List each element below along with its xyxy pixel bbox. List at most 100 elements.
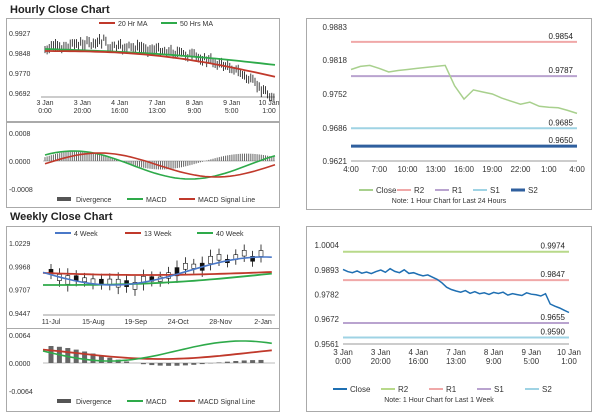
divergence-bar (216, 362, 222, 363)
pivot-label-s2: 0.9590 (541, 328, 566, 337)
legend-label: MACD (146, 197, 167, 204)
hourly-section-title: Hourly Close Chart (10, 4, 110, 16)
hourly-macd-chart: 0.0008 0.0000 -0.0008 Divergence MACD MACD Si… (9, 131, 276, 204)
legend-label-s2: S2 (542, 385, 552, 394)
x-tick-label: 7 Jan 13:00 (148, 100, 166, 115)
x-tick-label: 19:00 (482, 165, 503, 174)
legend-label-close: Close (376, 186, 397, 195)
legend-label-r1: R1 (446, 385, 457, 394)
y-tick-label: 0.9561 (315, 340, 340, 349)
legend-label: 50 Hrs MA (180, 21, 213, 28)
ma50-line (44, 48, 276, 66)
legend-label-close: Close (350, 385, 371, 394)
macd-line (44, 150, 276, 180)
x-tick-label: 4 Jan 16:00 (408, 348, 429, 366)
ma40-week-line (43, 272, 272, 286)
pivot-label-s1: 0.9655 (541, 313, 566, 322)
y-tick-label: 0.0000 (9, 159, 31, 166)
x-tick-label: 2-Jan (254, 319, 272, 326)
candle-body (241, 250, 247, 257)
macd-line (42, 340, 272, 362)
divergence-bar (233, 360, 239, 363)
x-tick-label: 3 Jan 0:00 (36, 100, 53, 115)
pivot-label-r2: 0.9974 (541, 242, 566, 251)
x-tick-label: 3 Jan 20:00 (74, 100, 92, 115)
chart-note: Note: 1 Hour Chart for Last 1 Week (384, 397, 494, 404)
y-tick-label: -0.0008 (9, 187, 33, 194)
x-tick-label: 9 Jan 5:00 (522, 348, 542, 366)
ma20-line (45, 50, 276, 78)
y-tick-label: 0.9893 (315, 266, 340, 275)
x-tick-label: 8 Jan 9:00 (484, 348, 504, 366)
hourly-price-panel: 20 Hr MA 50 Hrs MA 0.9927 0.9848 0.9770 0.969… (6, 18, 280, 122)
divergence-bar (98, 355, 104, 363)
legend-label: Divergence (76, 399, 112, 406)
divergence-bar (149, 363, 155, 366)
x-tick-label: 28-Nov (209, 319, 232, 326)
x-tick-label: 7:00 (371, 165, 387, 174)
weekly-price-chart: 4 Week 13 Week 40 Week 1.0229 0.9968 0.9707 0.… (9, 231, 275, 326)
x-tick-label: 24-Oct (168, 319, 189, 326)
candle-body (82, 277, 87, 282)
candle-body (174, 267, 180, 277)
candle-body (208, 255, 213, 264)
divergence-bar (73, 349, 79, 363)
legend-label-r2: R2 (414, 186, 425, 195)
close-series-line (342, 267, 570, 314)
legend-label: 40 Week (216, 231, 244, 238)
y-tick-label: 0.9447 (9, 311, 31, 318)
y-tick-label: 0.9927 (9, 31, 31, 38)
y-tick-label: 0.9968 (9, 264, 31, 271)
legend-label-r1: R1 (452, 186, 463, 195)
macd-signal-line (42, 348, 272, 360)
x-tick-label: 4:00 (569, 165, 585, 174)
legend-label: MACD Signal Line (198, 197, 255, 204)
divergence-bar (140, 363, 146, 365)
candle-body (191, 263, 197, 269)
x-tick-label: 4 Jan 16:00 (111, 100, 129, 115)
x-tick-label: 3 Jan 20:00 (371, 348, 392, 366)
y-tick-label: 0.0000 (9, 361, 31, 368)
legend-label: Divergence (76, 197, 112, 204)
divergence-bar (199, 363, 205, 365)
y-tick-label: 1.0229 (9, 241, 31, 248)
x-tick-label: 3 Jan 0:00 (333, 348, 353, 366)
y-tick-label: 0.0064 (9, 333, 31, 340)
x-tick-label: 15-Aug (82, 319, 105, 326)
divergence-bar (124, 361, 130, 363)
y-tick-label: 0.9752 (323, 90, 348, 99)
y-tick-label: 0.9883 (323, 23, 348, 32)
divergence-bar (182, 363, 188, 366)
candle-body (99, 278, 104, 285)
weekly-macd-chart: 0.0064 0.0000 -0.0064 Divergence MACD MACD Si… (9, 333, 275, 406)
divergence-bar (65, 348, 71, 363)
x-tick-label: 1:00 (541, 165, 557, 174)
y-tick-label: 0.9782 (315, 291, 340, 300)
pivot-label-s1: 0.9685 (549, 118, 574, 127)
x-tick-label: 10:00 (397, 165, 418, 174)
y-tick-label: 0.0008 (9, 131, 31, 138)
pivot-label-s2: 0.9650 (549, 136, 574, 145)
x-tick-label: 11-Jul (42, 319, 61, 326)
legend-label-r2: R2 (398, 385, 409, 394)
y-tick-label: -0.0064 (9, 389, 33, 396)
chart-note: Note: 1 Hour Chart for Last 24 Hours (392, 198, 507, 205)
divergence-bar (157, 363, 163, 366)
x-tick-label: 13:00 (426, 165, 447, 174)
divergence-bar (258, 359, 264, 363)
y-tick-label: 0.9621 (323, 157, 348, 166)
divergence-bar (224, 361, 230, 363)
x-tick-label: 4:00 (343, 165, 359, 174)
ma4-week-line (42, 256, 272, 286)
y-tick-label: 0.9672 (315, 315, 340, 324)
legend-label: 13 Week (144, 231, 172, 238)
close-series-line (350, 64, 578, 115)
x-tick-label: 10 Jan 1:00 (258, 100, 279, 115)
macd-signal-line (44, 152, 276, 178)
legend-label-s2: S2 (528, 186, 538, 195)
x-tick-label: 22:00 (510, 165, 531, 174)
weekly-macd-panel: 0.0064 0.0000 -0.0064 Divergence MACD MACD Si… (6, 328, 280, 412)
legend-label: MACD (146, 399, 167, 406)
divergence-bar (90, 353, 96, 363)
legend-label: MACD Signal Line (198, 399, 255, 406)
